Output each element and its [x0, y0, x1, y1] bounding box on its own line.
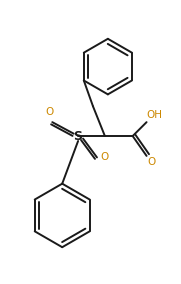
- Text: O: O: [45, 107, 53, 117]
- Text: O: O: [100, 152, 108, 162]
- Text: O: O: [148, 157, 156, 167]
- Text: S: S: [74, 130, 83, 143]
- Text: OH: OH: [147, 110, 163, 120]
